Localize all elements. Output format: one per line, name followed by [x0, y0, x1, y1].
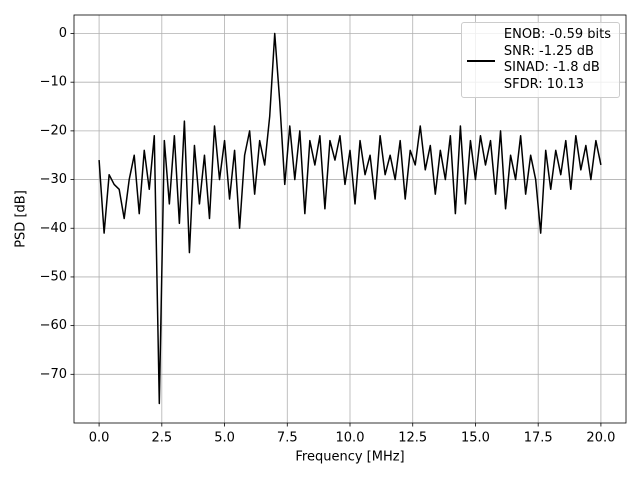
x-tick-label: 10.0: [336, 431, 365, 446]
x-tick-label: 12.5: [398, 431, 427, 446]
y-tick-label: −50: [40, 269, 67, 284]
legend-label: ENOB: -0.59 bits SNR: -1.25 dB SINAD: -1…: [503, 27, 611, 92]
x-tick-label: 0.0: [89, 431, 110, 446]
y-tick-label: 0: [59, 26, 67, 41]
y-axis-label: PSD [dB]: [14, 190, 29, 248]
legend: ENOB: -0.59 bits SNR: -1.25 dB SINAD: -1…: [460, 22, 620, 98]
x-tick-label: 2.5: [151, 431, 172, 446]
x-tick-label: 7.5: [277, 431, 298, 446]
x-tick-label: 5.0: [214, 431, 235, 446]
y-tick-label: −70: [40, 367, 67, 382]
x-tick-label: 15.0: [461, 431, 490, 446]
y-tick-label: −30: [40, 172, 67, 187]
y-tick-label: −20: [40, 123, 67, 138]
y-tick-label: −10: [40, 75, 67, 90]
y-tick-label: −40: [40, 221, 67, 236]
y-tick-label: −60: [40, 318, 67, 333]
data-line: [98, 32, 602, 405]
legend-swatch: [466, 60, 495, 62]
axes-frame: [73, 14, 627, 424]
x-tick-label: 20.0: [586, 431, 615, 446]
x-axis-label: Frequency [MHz]: [295, 450, 404, 465]
x-tick-label: 17.5: [524, 431, 553, 446]
